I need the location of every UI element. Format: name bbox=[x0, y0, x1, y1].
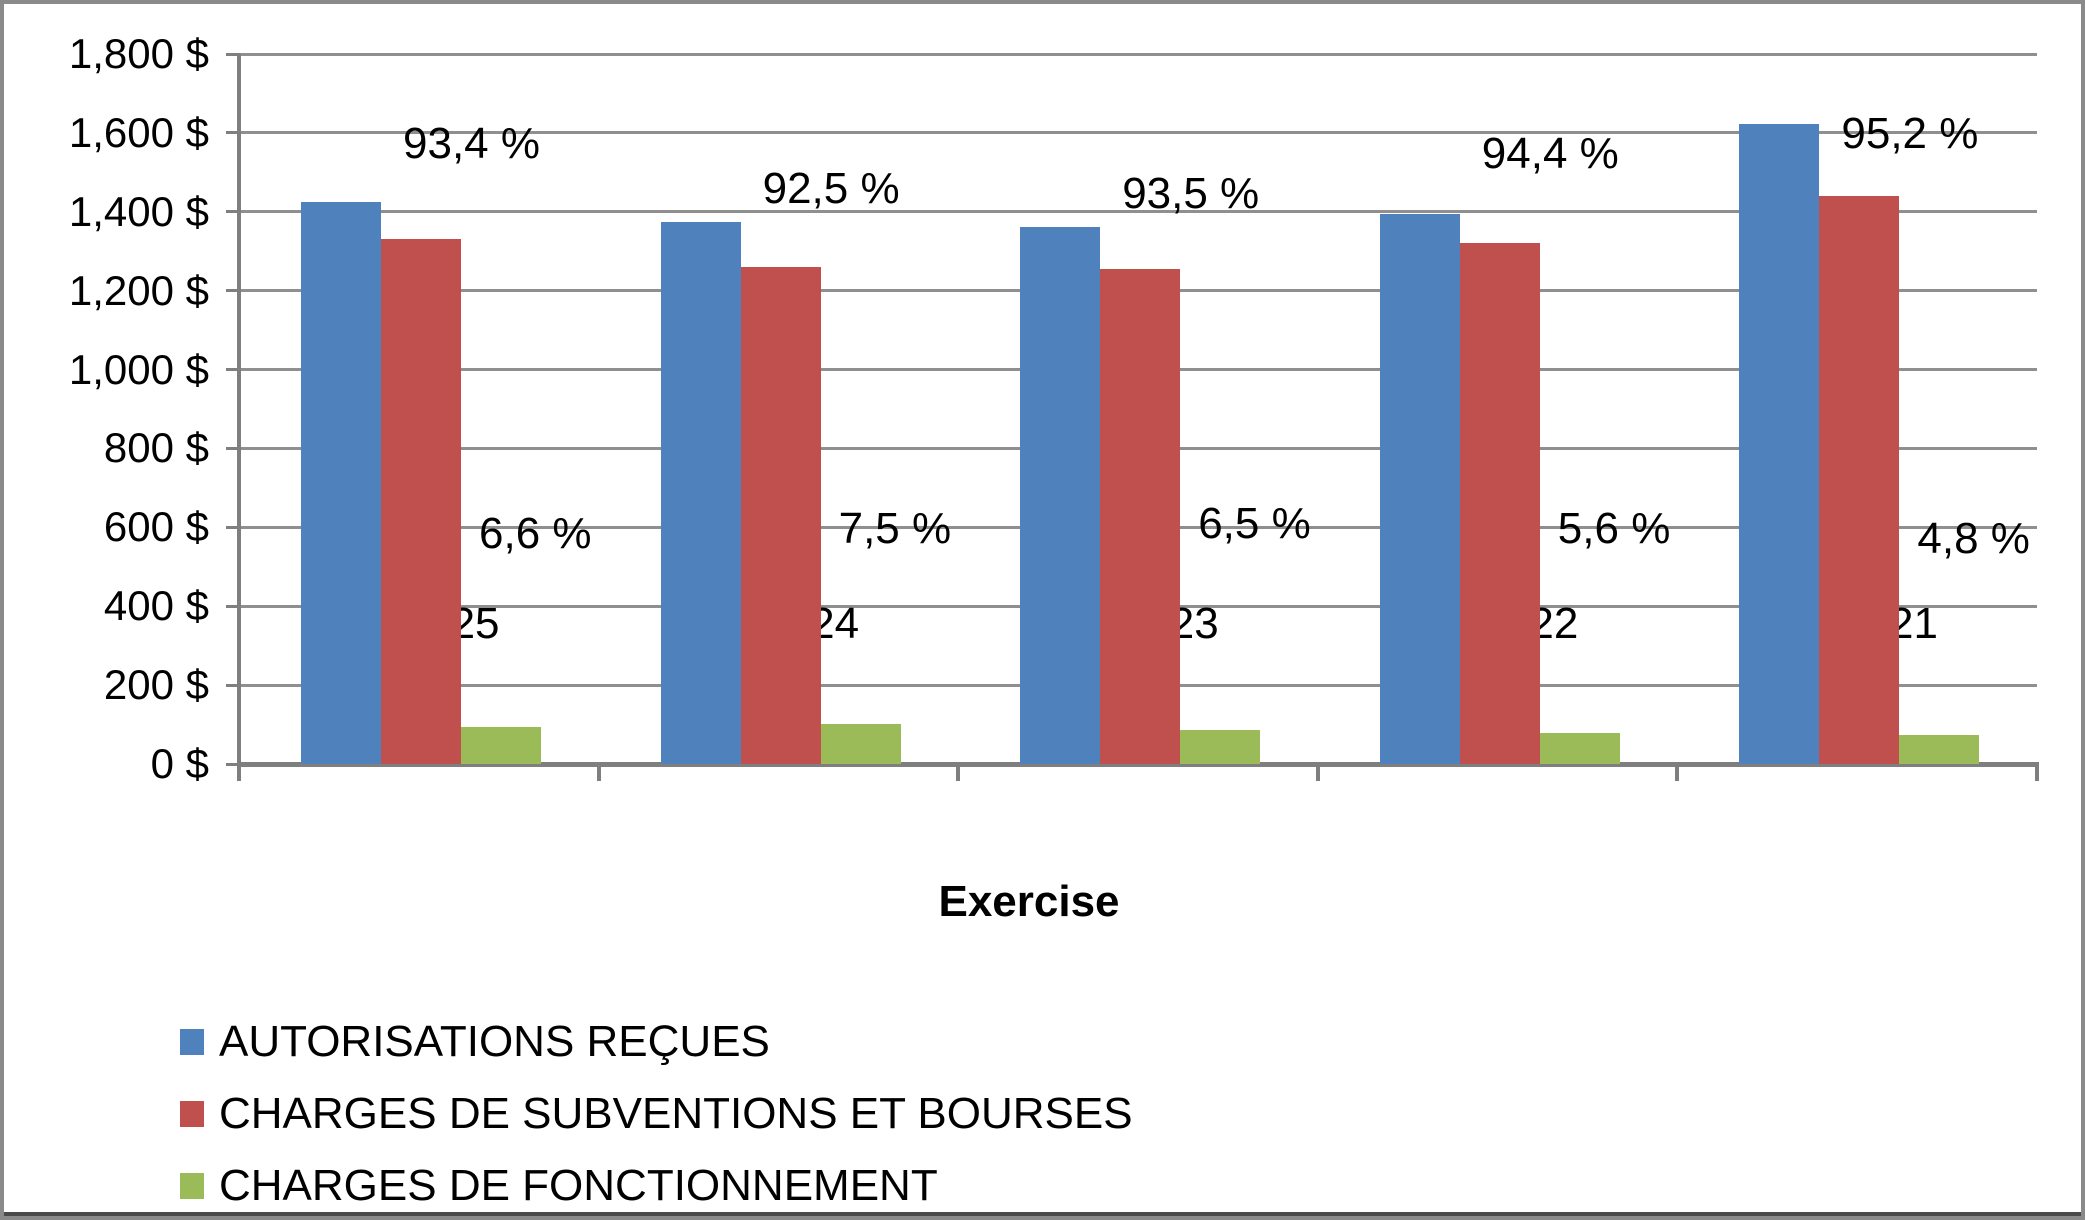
y-axis-label-200: 200 $ bbox=[103, 661, 209, 709]
bar-2021-22-series-1 bbox=[1459, 243, 1540, 764]
legend-item-2: CHARGES DE FONCTIONNEMENT bbox=[180, 1150, 938, 1216]
y-axis-tick-1200 bbox=[226, 289, 240, 293]
bottom-edge bbox=[4, 1212, 2081, 1216]
legend-swatch-2 bbox=[180, 1173, 204, 1199]
data-label-2024-25-series-1: 93,4 % bbox=[403, 118, 540, 168]
y-axis-tick-400 bbox=[226, 604, 240, 608]
data-label-2020-21-series-2: 4,8 % bbox=[1917, 514, 2030, 564]
y-axis-tick-1800 bbox=[226, 52, 240, 56]
y-axis-label-1000: 1,000 $ bbox=[68, 345, 209, 393]
data-label-2021-22-series-2: 5,6 % bbox=[1557, 504, 1671, 554]
x-axis-line bbox=[237, 762, 2039, 767]
y-axis-label-1600: 1,600 $ bbox=[68, 108, 209, 156]
x-axis-tick-3 bbox=[1315, 764, 1320, 781]
bar-2023-24-series-1 bbox=[740, 267, 821, 764]
y-axis-label-800: 800 $ bbox=[103, 424, 209, 472]
bar-2021-22-series-0 bbox=[1379, 213, 1460, 764]
bar-2020-21-series-2 bbox=[1899, 735, 1980, 764]
bar-2023-24-series-2 bbox=[820, 723, 901, 764]
bar-2024-25-series-1 bbox=[381, 238, 461, 764]
y-axis-label-1200: 1,200 $ bbox=[68, 266, 209, 314]
bar-2020-21-series-0 bbox=[1739, 123, 1820, 764]
x-axis-tick-1 bbox=[596, 764, 601, 781]
gridline-1400 bbox=[239, 210, 2037, 214]
gridline-1600 bbox=[239, 131, 2037, 135]
legend-label-1: CHARGES DE SUBVENTIONS ET BOURSES bbox=[219, 1089, 1133, 1138]
y-axis-tick-1000 bbox=[226, 368, 240, 372]
y-axis-tick-600 bbox=[226, 525, 240, 529]
data-label-2023-24-series-2: 7,5 % bbox=[838, 503, 952, 553]
y-axis-tick-200 bbox=[226, 683, 240, 687]
x-axis-tick-5 bbox=[2035, 764, 2039, 781]
y-axis-label-600: 600 $ bbox=[103, 503, 209, 551]
data-label-2020-21-series-1: 95,2 % bbox=[1841, 108, 1979, 158]
legend-label-0: AUTORISATIONS REÇUES bbox=[219, 1017, 770, 1066]
legend-swatch-0 bbox=[180, 1029, 204, 1055]
data-label-2021-22-series-1: 94,4 % bbox=[1481, 129, 1619, 179]
data-label-2022-23-series-2: 6,5 % bbox=[1198, 498, 1311, 548]
bar-2024-25-series-0 bbox=[301, 201, 381, 764]
data-label-2022-23-series-1: 93,5 % bbox=[1122, 168, 1260, 218]
gridline-1800 bbox=[239, 52, 2037, 56]
bar-2022-23-series-1 bbox=[1100, 268, 1181, 764]
data-label-2024-25-series-2: 6,6 % bbox=[479, 508, 592, 558]
bar-2022-23-series-2 bbox=[1180, 729, 1261, 764]
x-axis-tick-0 bbox=[237, 764, 241, 781]
legend-item-1: CHARGES DE SUBVENTIONS ET BOURSES bbox=[180, 1078, 1133, 1150]
legend-swatch-1 bbox=[180, 1101, 204, 1127]
bar-2024-25-series-2 bbox=[461, 726, 541, 764]
y-axis-line bbox=[237, 54, 241, 781]
legend-label-2: CHARGES DE FONCTIONNEMENT bbox=[219, 1161, 938, 1210]
bar-2023-24-series-0 bbox=[660, 221, 741, 764]
bar-2020-21-series-1 bbox=[1819, 195, 1900, 764]
y-axis-tick-1600 bbox=[226, 131, 240, 135]
bar-2021-22-series-2 bbox=[1539, 733, 1620, 764]
legend-item-0: AUTORISATIONS REÇUES bbox=[180, 1006, 770, 1078]
x-axis-tick-2 bbox=[956, 764, 961, 781]
bar-2022-23-series-0 bbox=[1020, 226, 1101, 764]
y-axis-tick-800 bbox=[226, 446, 240, 450]
x-axis-title: Exercise bbox=[938, 877, 1120, 926]
y-axis-label-400: 400 $ bbox=[103, 582, 209, 630]
y-axis-label-1400: 1,400 $ bbox=[68, 187, 209, 235]
data-label-2023-24-series-1: 92,5 % bbox=[762, 164, 900, 213]
y-axis-tick-0 bbox=[226, 762, 240, 766]
x-axis-tick-4 bbox=[1675, 764, 1680, 781]
y-axis-tick-1400 bbox=[226, 210, 240, 214]
y-axis-label-0: 0 $ bbox=[150, 740, 209, 787]
y-axis-label-1800: 1,800 $ bbox=[68, 30, 209, 77]
